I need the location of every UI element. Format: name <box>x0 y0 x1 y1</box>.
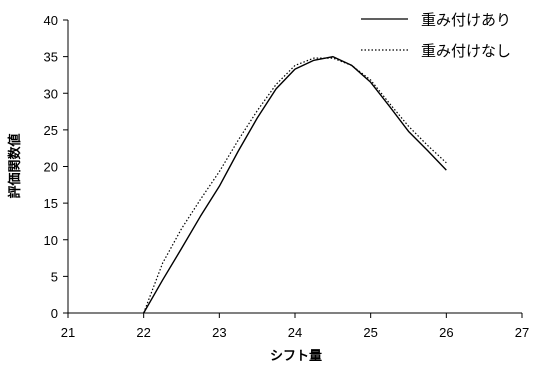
y-tick-label: 30 <box>44 86 58 101</box>
x-tick-label: 22 <box>136 325 150 340</box>
legend-label-with-weighting: 重み付けあり <box>421 11 511 29</box>
legend-label-without-weighting: 重み付けなし <box>421 42 511 60</box>
legend: 重み付けあり 重み付けなし <box>361 11 511 60</box>
series-line-0 <box>143 55 447 314</box>
y-tick-label: 25 <box>44 123 58 138</box>
series-line-1 <box>143 57 447 314</box>
y-tick-label: 40 <box>44 13 58 28</box>
x-tick-label: 25 <box>363 325 377 340</box>
axes <box>67 20 522 314</box>
x-ticks: 21 22 23 24 25 26 27 <box>61 313 529 340</box>
y-axis-title: 評価関数値 <box>7 133 23 198</box>
x-tick-label: 21 <box>61 325 75 340</box>
x-tick-label: 26 <box>439 325 453 340</box>
y-tick-label: 10 <box>44 233 58 248</box>
y-tick-label: 15 <box>44 196 58 211</box>
x-axis-title: シフト量 <box>270 349 322 364</box>
y-tick-label: 5 <box>51 269 58 284</box>
y-ticks: 0 5 10 15 20 25 30 35 40 <box>44 13 68 321</box>
series-layer <box>143 55 447 314</box>
y-tick-label: 0 <box>51 306 58 321</box>
x-tick-label: 24 <box>288 325 302 340</box>
x-tick-label: 27 <box>515 325 529 340</box>
y-tick-label: 20 <box>44 160 58 175</box>
y-tick-label: 35 <box>44 50 58 65</box>
x-tick-label: 23 <box>212 325 226 340</box>
